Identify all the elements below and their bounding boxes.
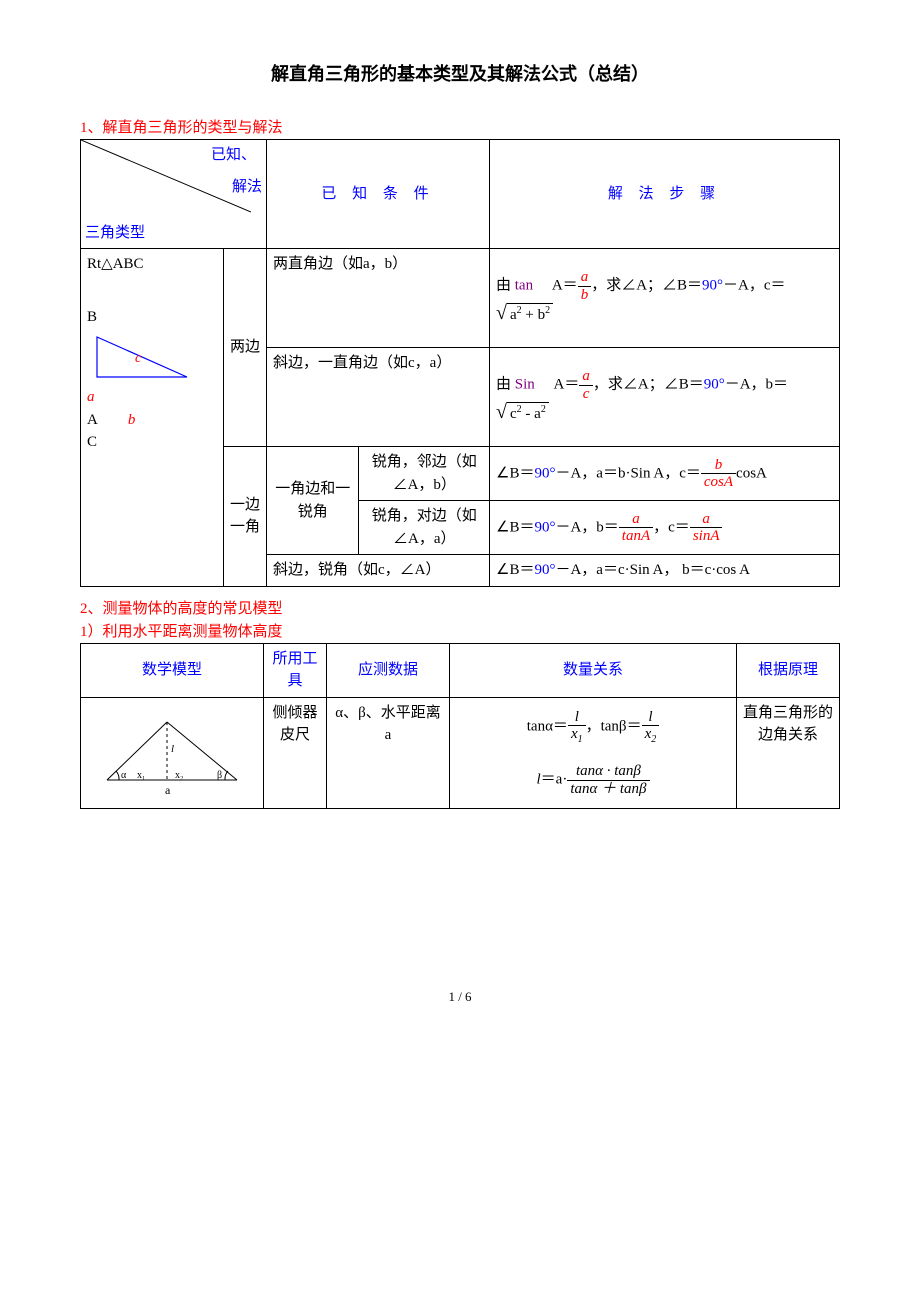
step-2: 由 Sin A＝ac，求∠A；∠B＝90°－A，b＝ √c2 - a2	[490, 348, 840, 447]
step-1: 由 tan A＝ab，求∠A；∠B＝90°－A，c＝ √a2 + b2	[490, 249, 840, 348]
frac-den: x1	[568, 726, 586, 745]
txt: －A，c＝	[723, 278, 786, 294]
principle-cell: 直角三角形的边角关系	[737, 697, 840, 809]
t2-h3: 应测数据	[327, 643, 450, 697]
frac-den: x2	[642, 726, 660, 745]
txt: ∠B＝	[496, 562, 534, 578]
frac-den: tanα ＋ tanβ	[567, 781, 649, 798]
txt: A＝	[554, 377, 580, 393]
one-side-angle-label: 一边一角	[224, 447, 267, 587]
cond-4: 锐角，对边（如∠A，a）	[359, 501, 490, 555]
vertex-b: B	[87, 306, 217, 329]
model-svg: α β x₁ x₂ l a	[97, 702, 247, 797]
page-title: 解直角三角形的基本类型及其解法公式（总结）	[80, 60, 840, 86]
side-a: a	[87, 386, 217, 409]
svg-text:x₂: x₂	[175, 770, 184, 781]
frac-num: a	[619, 511, 653, 529]
t2-h4: 数量关系	[450, 643, 737, 697]
triangle-diagram-cell: Rt△ABC B c a A b C	[81, 249, 224, 587]
txt: ，tanβ＝	[586, 718, 642, 734]
rt-label: Rt△ABC	[87, 253, 217, 276]
svg-text:l: l	[171, 743, 174, 755]
txt: 90°	[534, 465, 555, 481]
cond-3: 锐角，邻边（如∠A，b）	[359, 447, 490, 501]
txt: 90°	[534, 519, 555, 535]
txt: ＝a·	[541, 771, 568, 787]
txt: 90°	[534, 562, 555, 578]
txt: 由	[496, 377, 511, 393]
table-row: α β x₁ x₂ l a 侧倾器皮尺 α、β、水平距离a tanα＝lx1，t…	[81, 697, 840, 809]
frac-den: c	[579, 386, 593, 403]
vertex-a-b: A b	[87, 409, 217, 432]
txt: ，求∠A；∠B＝	[593, 377, 704, 393]
step-3: ∠B＝90°－A，a＝b·Sin A，c＝bcosAcosA	[490, 447, 840, 501]
frac-num: l	[568, 709, 586, 727]
t2-h5: 根据原理	[737, 643, 840, 697]
cond-2: 斜边，一直角边（如c，a）	[267, 348, 490, 447]
txt: ∠B＝	[496, 519, 534, 535]
tools-cell: 侧倾器皮尺	[264, 697, 327, 809]
vertex-c: C	[87, 431, 217, 454]
table-2: 数学模型 所用工具 应测数据 数量关系 根据原理 α β x₁ x₂ l a 侧…	[80, 643, 840, 810]
svg-text:a: a	[165, 783, 171, 797]
txt: tan	[515, 278, 533, 294]
frac-den: b	[578, 287, 592, 304]
txt: ∠B＝	[496, 465, 534, 481]
txt: cosA	[736, 465, 767, 481]
data-cell: α、β、水平距离a	[327, 697, 450, 809]
hdr-known-label: 已知、	[211, 144, 256, 167]
step-4: ∠B＝90°－A，b＝atanA，c＝asinA	[490, 501, 840, 555]
frac-num: a	[579, 368, 593, 386]
txt: ，c＝	[653, 519, 690, 535]
table-row: 已知、 解法 三角类型 已 知 条 件 解 法 步 骤	[81, 140, 840, 249]
cond-5: 斜边，锐角（如c，∠A）	[267, 555, 490, 587]
cond-1: 两直角边（如a，b）	[267, 249, 490, 348]
section-2a-heading: 1）利用水平距离测量物体高度	[80, 620, 840, 641]
txt: 由	[496, 278, 511, 294]
txt: －A，b＝	[725, 377, 788, 393]
header-diag-cell: 已知、 解法 三角类型	[81, 140, 267, 249]
t2-h1: 数学模型	[81, 643, 264, 697]
txt: 90°	[702, 278, 723, 294]
step-5: ∠B＝90°－A，a＝c·Sin A， b＝c·cos A	[490, 555, 840, 587]
frac-num: a	[578, 269, 592, 287]
txt: A＝	[552, 278, 578, 294]
frac-den: cosA	[701, 474, 736, 491]
frac-num: b	[701, 457, 736, 475]
frac-num: l	[642, 709, 660, 727]
svg-text:α: α	[121, 770, 127, 781]
txt: Sin	[515, 377, 535, 393]
two-sides-label: 两边	[224, 249, 267, 447]
table-row: 数学模型 所用工具 应测数据 数量关系 根据原理	[81, 643, 840, 697]
sqrt-2: √c2 - a2	[496, 402, 549, 425]
hdr-method-label: 解法	[232, 176, 262, 199]
section-2-heading: 2、测量物体的高度的常见模型	[80, 597, 840, 618]
col-conditions: 已 知 条 件	[267, 140, 490, 249]
svg-text:β: β	[217, 770, 222, 781]
col-steps: 解 法 步 骤	[490, 140, 840, 249]
txt: 90°	[704, 377, 725, 393]
txt: －A，b＝	[555, 519, 618, 535]
triangle-svg: c	[87, 332, 197, 382]
txt: －A，a＝c·Sin A， b＝c·cos A	[555, 562, 750, 578]
txt: －A，a＝b·Sin A，c＝	[555, 465, 700, 481]
txt: ，求∠A；∠B＝	[591, 278, 702, 294]
table-1: 已知、 解法 三角类型 已 知 条 件 解 法 步 骤 Rt△ABC B c a…	[80, 139, 840, 587]
hdr-type-label: 三角类型	[85, 222, 145, 245]
svg-text:x₁: x₁	[137, 770, 146, 781]
one-angle-side-label: 一角边和一锐角	[267, 447, 359, 555]
frac-den: tanA	[619, 528, 653, 545]
model-diagram-cell: α β x₁ x₂ l a	[81, 697, 264, 809]
frac-den: sinA	[690, 528, 723, 545]
sqrt-1: √a2 + b2	[496, 303, 553, 326]
relation-cell: tanα＝lx1，tanβ＝lx2 l＝a·tanα · tanβtanα ＋ …	[450, 697, 737, 809]
table-row: Rt△ABC B c a A b C 两边 两直角边（如a，b） 由 tan A…	[81, 249, 840, 348]
section-1-heading: 1、解直角三角形的类型与解法	[80, 116, 840, 137]
svg-text:c: c	[135, 351, 142, 366]
frac-num: tanα · tanβ	[567, 763, 649, 781]
frac-num: a	[690, 511, 723, 529]
page-footer: 1 / 6	[80, 989, 840, 1005]
txt: tanα＝	[527, 718, 568, 734]
t2-h2: 所用工具	[264, 643, 327, 697]
